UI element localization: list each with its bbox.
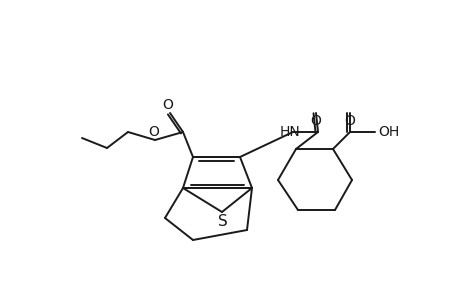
Text: OH: OH: [378, 125, 399, 139]
Text: HN: HN: [279, 125, 300, 139]
Text: O: O: [148, 125, 159, 139]
Text: O: O: [162, 98, 173, 112]
Text: S: S: [218, 214, 227, 229]
Text: O: O: [344, 114, 355, 128]
Text: O: O: [310, 114, 321, 128]
